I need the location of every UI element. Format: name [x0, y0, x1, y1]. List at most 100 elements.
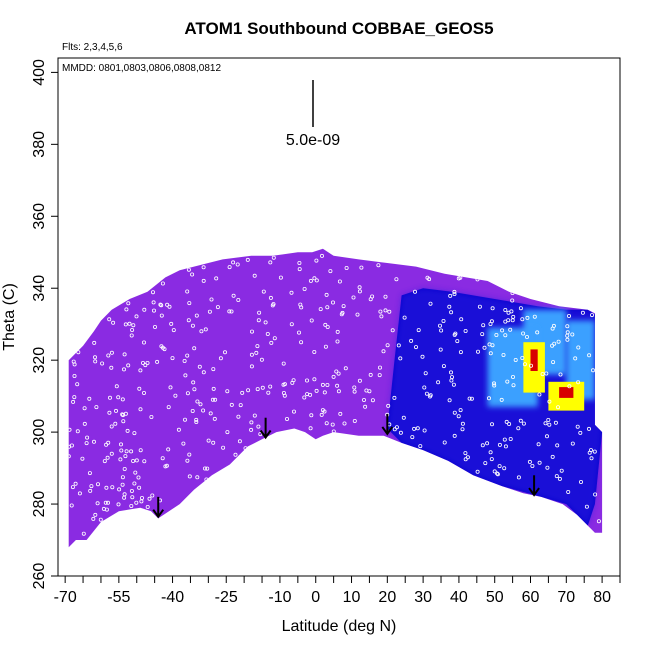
sample-point: [82, 406, 87, 411]
sample-point: [165, 302, 170, 307]
sample-point: [516, 426, 521, 431]
sample-point: [132, 431, 137, 436]
sample-point: [145, 504, 150, 509]
sample-point: [401, 415, 406, 420]
sample-point: [109, 365, 114, 370]
sample-point: [122, 492, 127, 497]
sample-point: [129, 449, 134, 454]
sample-point: [442, 440, 447, 445]
sample-point: [127, 321, 132, 326]
sample-point: [394, 425, 399, 430]
sample-point: [289, 290, 294, 295]
sample-point: [134, 500, 139, 505]
sample-point: [477, 304, 482, 309]
sample-point: [335, 383, 340, 388]
sample-point: [590, 313, 595, 318]
sample-point: [170, 356, 175, 361]
sample-point: [570, 441, 575, 446]
sample-point: [518, 418, 523, 423]
sample-point: [126, 301, 131, 306]
sample-point: [77, 491, 82, 496]
sample-point: [536, 442, 541, 447]
sample-point: [249, 364, 254, 369]
sample-point: [368, 297, 373, 302]
sample-point: [510, 298, 515, 303]
sample-point: [231, 293, 236, 298]
sample-point: [448, 370, 453, 375]
sample-point: [231, 260, 236, 265]
sample-point: [553, 420, 558, 425]
sample-point: [336, 389, 341, 394]
scale-label: 5.0e-09: [286, 132, 340, 149]
sample-point: [530, 463, 535, 468]
hotspot-peak: [559, 387, 574, 398]
sample-point: [456, 414, 461, 419]
sample-point: [106, 440, 111, 445]
sample-point: [73, 481, 78, 486]
sample-point: [377, 373, 382, 378]
sample-point: [488, 351, 493, 356]
sample-point: [487, 342, 492, 347]
sample-point: [297, 267, 302, 272]
sample-point: [343, 366, 348, 371]
sample-point: [398, 356, 403, 361]
sample-point: [138, 448, 143, 453]
sample-point: [258, 432, 263, 437]
sample-point: [410, 435, 415, 440]
x-tick-label: 70: [557, 589, 575, 606]
sample-point: [308, 278, 313, 283]
sample-point: [235, 262, 240, 267]
sample-point: [265, 331, 270, 336]
sample-point: [488, 321, 493, 326]
sample-point: [575, 424, 580, 429]
sample-point: [221, 445, 226, 450]
y-tick-label: 340: [31, 275, 48, 302]
sample-point: [555, 443, 560, 448]
sample-point: [88, 488, 93, 493]
sample-point: [71, 399, 76, 404]
sample-point: [308, 392, 313, 397]
field-overlay: [68, 253, 603, 536]
sample-point: [330, 422, 335, 427]
x-tick-label: -10: [268, 589, 291, 606]
sample-point: [508, 327, 513, 332]
sample-point: [376, 263, 381, 268]
sample-point: [182, 358, 187, 363]
sample-point: [448, 293, 453, 298]
sample-point: [296, 330, 301, 335]
sample-point: [458, 350, 463, 355]
sample-point: [325, 382, 330, 387]
sample-point: [80, 456, 85, 461]
sample-point: [540, 372, 545, 377]
sample-point: [383, 294, 388, 299]
sample-point: [125, 428, 130, 433]
sample-point: [504, 419, 509, 424]
sample-point: [155, 359, 160, 364]
sample-point: [554, 474, 559, 479]
sample-point: [186, 318, 191, 323]
sample-point: [304, 378, 309, 383]
sample-point: [109, 451, 114, 456]
sample-point: [381, 349, 386, 354]
sample-point: [195, 475, 200, 480]
sample-point: [252, 413, 257, 418]
sample-point: [418, 444, 423, 449]
sample-point: [124, 307, 129, 312]
sample-point: [261, 289, 266, 294]
sample-point: [392, 427, 397, 432]
sample-point: [591, 368, 596, 373]
sample-point: [94, 405, 99, 410]
sample-point: [229, 309, 234, 314]
sample-point: [87, 471, 92, 476]
x-tick-label: -70: [54, 589, 77, 606]
sample-point: [495, 472, 500, 477]
sample-point: [233, 452, 238, 457]
sample-point: [322, 390, 327, 395]
sample-point: [75, 429, 80, 434]
sample-point: [268, 384, 273, 389]
sample-point: [122, 367, 127, 372]
sample-point: [194, 313, 199, 318]
sample-point: [95, 501, 100, 506]
sample-point: [545, 465, 550, 470]
x-tick-label: 80: [593, 589, 611, 606]
